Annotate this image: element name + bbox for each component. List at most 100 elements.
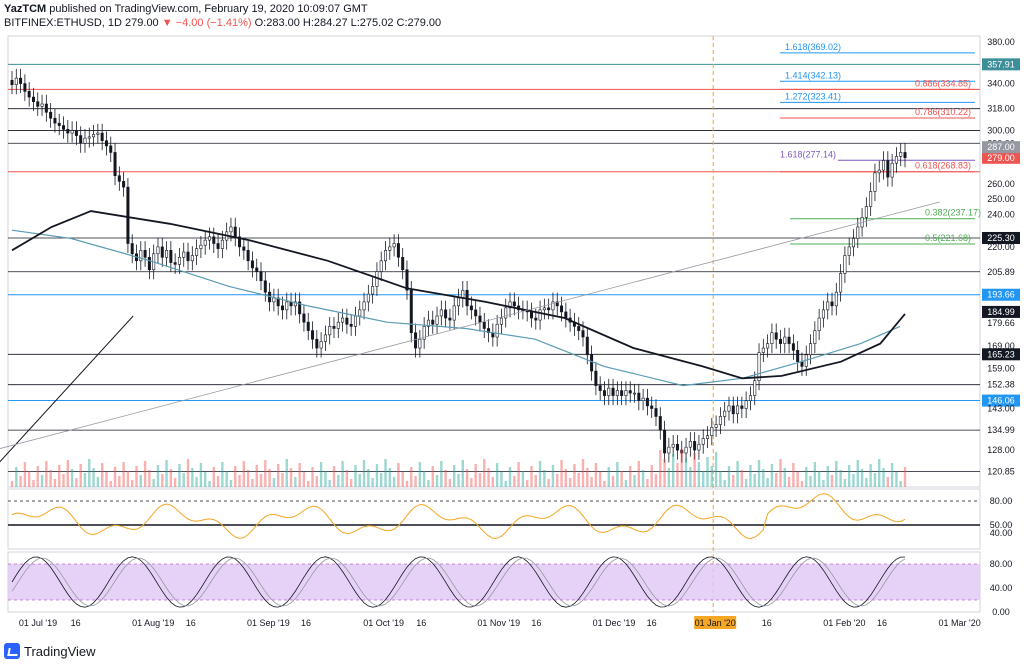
candle-body xyxy=(280,305,284,311)
volume-bar xyxy=(410,467,413,487)
volume-bar xyxy=(302,472,306,487)
volume-bar xyxy=(83,473,87,487)
rsi-line xyxy=(11,493,906,540)
candle-body xyxy=(31,96,35,102)
volume-bar xyxy=(607,467,610,487)
candle-body xyxy=(817,317,821,331)
candle-body xyxy=(100,132,104,141)
price-axis-label: 318.00 xyxy=(987,104,1015,114)
price-axis-label: 340.00 xyxy=(987,79,1015,89)
candle-body xyxy=(903,152,907,159)
candle-body xyxy=(401,256,405,271)
volume-bar xyxy=(143,461,147,487)
candle-body xyxy=(19,77,23,84)
volume-bar xyxy=(109,481,112,487)
volume-bar xyxy=(710,466,714,487)
candle-body xyxy=(697,443,701,451)
candle-body xyxy=(461,289,465,299)
price-change: −4.00 (−1.41%) xyxy=(175,17,252,29)
price-axis-label: 128.00 xyxy=(987,445,1015,455)
volume-bar xyxy=(534,475,537,487)
candle-body xyxy=(542,307,546,311)
volume-bar xyxy=(341,461,344,487)
volume-bar xyxy=(753,474,756,487)
volume-bar xyxy=(787,477,791,487)
candle-body xyxy=(384,250,388,262)
candle-body xyxy=(658,416,662,431)
ma-50-line xyxy=(11,210,906,380)
candle-body xyxy=(869,191,873,207)
candle-body xyxy=(319,341,323,349)
volume-bar xyxy=(478,473,482,487)
volume-bar xyxy=(646,479,649,487)
candle-body xyxy=(70,130,74,134)
volume-bar xyxy=(208,481,211,487)
candle-body xyxy=(615,390,619,396)
volume-bar xyxy=(36,466,39,487)
volume-bar xyxy=(58,465,61,487)
price-marker xyxy=(982,141,1020,154)
candle-body xyxy=(508,301,512,309)
down-arrow-icon: ▼ xyxy=(161,17,173,29)
candle-body xyxy=(353,315,357,327)
volume-bar xyxy=(45,461,48,487)
last-price: 279.00 xyxy=(125,17,159,29)
volume-bar xyxy=(839,470,842,487)
volume-bar xyxy=(401,472,404,487)
volume-bar xyxy=(744,479,748,487)
volume-bar xyxy=(375,464,379,487)
volume-bar xyxy=(75,478,78,487)
candle-body xyxy=(165,250,169,258)
volume-bar xyxy=(500,472,503,487)
volume-bar xyxy=(659,450,662,487)
volume-bar xyxy=(598,472,602,487)
stoch-axis-label: 80.00 xyxy=(990,559,1013,569)
candle-body xyxy=(431,319,435,325)
candle-body xyxy=(809,343,813,356)
volume-bar xyxy=(161,474,164,487)
candle-body xyxy=(693,441,697,451)
volume-bar xyxy=(603,481,606,487)
volume-bar xyxy=(62,474,65,487)
candle-body xyxy=(49,111,53,119)
volume-bar xyxy=(521,471,525,487)
volume-bar xyxy=(234,466,237,487)
candle-body xyxy=(796,350,800,363)
volume-bar xyxy=(10,481,14,487)
stoch-k-line xyxy=(11,556,906,608)
candle-body xyxy=(379,260,383,272)
candle-body xyxy=(207,236,211,241)
time-axis-label: 01 Nov '19 xyxy=(477,618,520,628)
fib-label: 1.414(342.13) xyxy=(785,70,841,80)
candle-body xyxy=(628,390,632,394)
volume-bar xyxy=(15,467,18,487)
volume-bar xyxy=(551,465,555,487)
candle-body xyxy=(44,103,48,113)
volume-bar xyxy=(470,478,473,487)
candle-body xyxy=(74,130,78,136)
time-axis-label: 16 xyxy=(531,618,541,628)
volume-bar xyxy=(547,479,550,487)
tradingview-footer[interactable]: TradingView xyxy=(4,643,96,659)
candle-body xyxy=(177,256,181,265)
volume-bar xyxy=(444,470,447,487)
volume-bar xyxy=(66,460,70,487)
price-marker-label: 225.30 xyxy=(987,233,1015,243)
candle-body xyxy=(396,243,400,258)
rsi-axis-label: 40.00 xyxy=(990,528,1013,538)
price-axis-label: 300.00 xyxy=(987,126,1015,136)
volume-bar xyxy=(435,475,439,487)
candle-body xyxy=(482,321,486,329)
volume-bar xyxy=(276,464,280,487)
candle-body xyxy=(512,301,516,307)
price-axis-label: 220.00 xyxy=(987,242,1015,252)
volume-bar xyxy=(100,463,104,487)
volume-bar xyxy=(362,460,366,487)
candle-body xyxy=(199,244,203,249)
volume-bar xyxy=(495,463,499,487)
candle-body xyxy=(851,238,855,248)
price-marker-label: 146.06 xyxy=(987,396,1015,406)
volume-bar xyxy=(483,459,486,487)
time-axis-label: 16 xyxy=(762,618,772,628)
